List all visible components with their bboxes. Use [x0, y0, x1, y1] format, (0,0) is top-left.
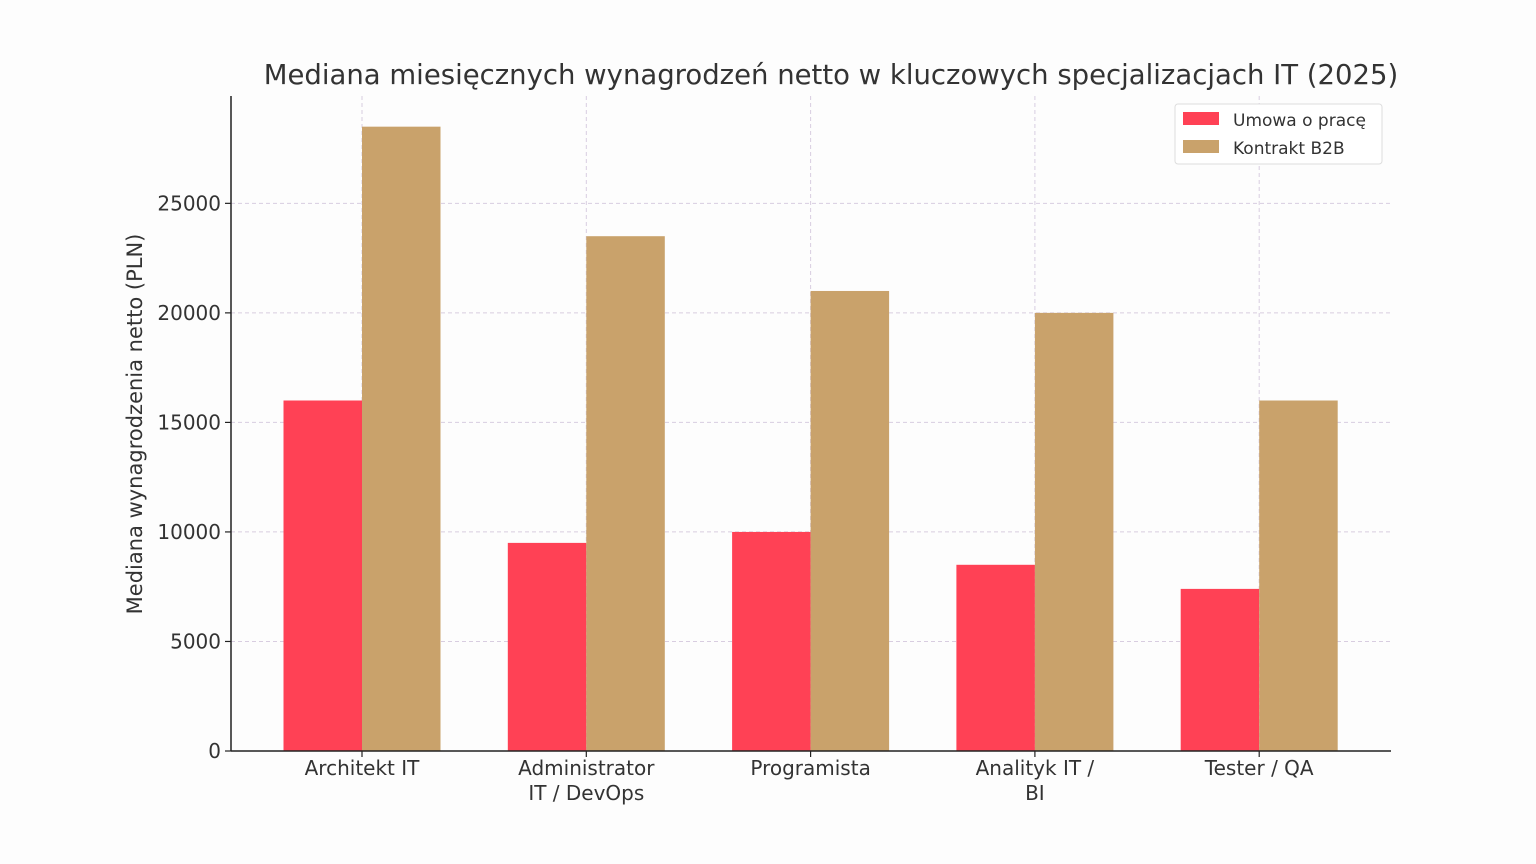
y-axis-label: Mediana wynagrodzenia netto (PLN) — [123, 234, 147, 615]
bar-b2b-2 — [810, 290, 890, 751]
bar-b2b-0 — [362, 126, 441, 752]
bar-umowa-3 — [956, 564, 1035, 751]
bar-umowa-4 — [1180, 588, 1260, 751]
y-tick-label: 5000 — [170, 629, 221, 653]
bar-b2b-1 — [586, 236, 665, 751]
legend-box — [1174, 103, 1383, 165]
bar-b2b-4 — [1259, 400, 1338, 751]
bar-umowa-2 — [732, 531, 811, 751]
chart-title: Mediana miesięcznych wynagrodzeń netto w… — [264, 59, 1398, 91]
legend-label: Umowa o pracę — [1233, 111, 1366, 131]
y-tick-label: 15000 — [157, 410, 221, 434]
x-tick-label: Administrator — [518, 756, 655, 780]
bar-umowa-0 — [283, 400, 362, 751]
bar-b2b-3 — [1034, 312, 1114, 751]
y-tick-label: 25000 — [157, 191, 221, 215]
x-tick-label: Analityk IT / — [976, 756, 1095, 780]
x-tick-label: Tester / QA — [1204, 756, 1314, 780]
y-tick-label: 10000 — [157, 520, 221, 544]
x-tick-label: Architekt IT — [305, 756, 421, 780]
x-tick-label: BI — [1025, 781, 1045, 805]
legend-label: Kontrakt B2B — [1233, 139, 1345, 159]
y-tick-label: 20000 — [157, 301, 221, 325]
legend-swatch-1 — [1183, 140, 1219, 153]
x-tick-label: Programista — [750, 756, 870, 780]
legend-swatch-0 — [1183, 112, 1219, 125]
y-tick-label: 0 — [208, 739, 221, 763]
bar-umowa-1 — [507, 542, 587, 751]
x-tick-label: IT / DevOps — [528, 781, 644, 805]
